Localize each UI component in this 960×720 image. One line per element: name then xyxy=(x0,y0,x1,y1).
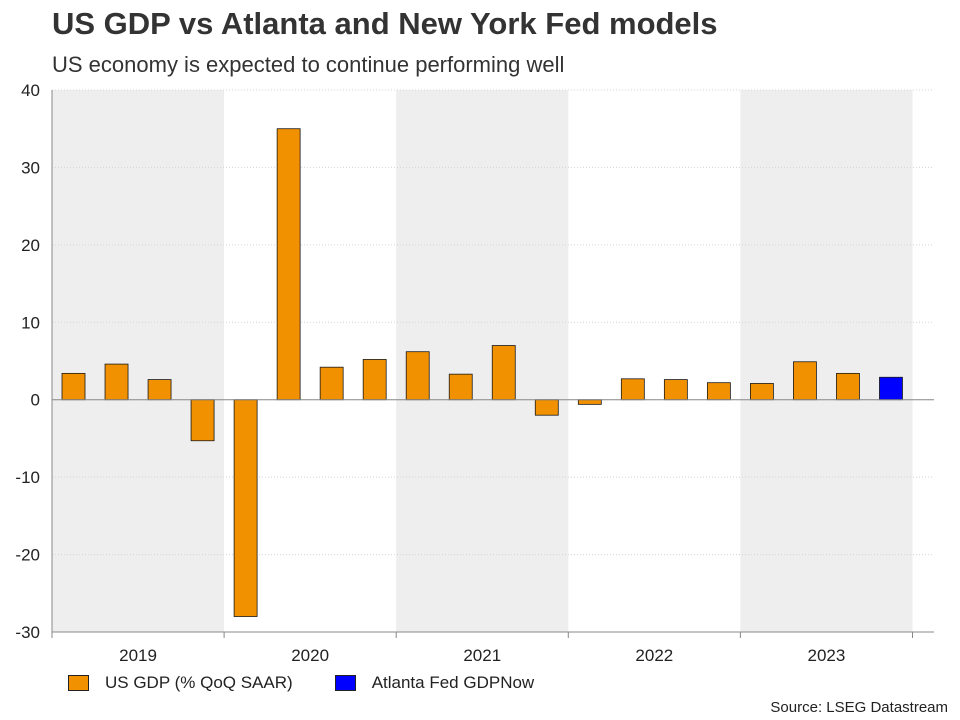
legend-label-gdp: US GDP (% QoQ SAAR) xyxy=(105,673,293,692)
y-tick-label: -20 xyxy=(15,546,40,565)
y-tick-label: 0 xyxy=(31,391,40,410)
y-tick-label: -10 xyxy=(15,468,40,487)
bar-gdp xyxy=(793,361,817,401)
bar-gdp xyxy=(190,399,215,442)
source-note: Source: LSEG Datastream xyxy=(770,699,948,716)
bar-gdp xyxy=(319,366,344,401)
legend: US GDP (% QoQ SAAR) Atlanta Fed GDPNow xyxy=(68,673,576,693)
x-tick-label: 2022 xyxy=(635,646,673,665)
bar-gdp xyxy=(147,379,172,401)
bar-gdp xyxy=(534,399,559,416)
chart-subtitle: US economy is expected to continue perfo… xyxy=(52,52,565,77)
bar-gdp xyxy=(491,345,516,401)
y-tick-label: 20 xyxy=(21,236,40,255)
legend-label-gdpnow: Atlanta Fed GDPNow xyxy=(371,673,535,692)
bar-gdp xyxy=(448,373,473,401)
bar-gdp xyxy=(620,378,645,401)
x-tick-label: 2019 xyxy=(119,646,157,665)
bar-gdp xyxy=(104,363,129,401)
x-tick-label: 2023 xyxy=(808,646,846,665)
bar-gdp xyxy=(836,372,860,401)
legend-swatch-gdp xyxy=(68,675,89,691)
legend-swatch-gdpnow xyxy=(334,675,356,691)
x-tick-label: 2020 xyxy=(291,646,329,665)
bar-gdp xyxy=(276,128,301,401)
y-tick-label: -30 xyxy=(15,623,40,642)
bar-gdp xyxy=(663,379,688,401)
bar-gdp xyxy=(233,399,258,617)
legend-item-gdp: US GDP (% QoQ SAAR) xyxy=(68,673,293,693)
x-tick-label: 2021 xyxy=(463,646,501,665)
bar-gdp xyxy=(706,382,731,401)
year-band-2019 xyxy=(52,90,225,632)
legend-item-gdpnow: Atlanta Fed GDPNow xyxy=(334,673,535,693)
bar-gdp xyxy=(577,399,602,405)
bar-gdp xyxy=(750,383,774,401)
bar-gdp xyxy=(362,359,387,401)
y-tick-label: 10 xyxy=(21,313,40,332)
bar-gdp xyxy=(405,351,430,401)
chart-title: US GDP vs Atlanta and New York Fed model… xyxy=(52,6,718,41)
y-tick-label: 40 xyxy=(21,81,40,100)
bar-gdp xyxy=(61,372,86,401)
y-tick-label: 30 xyxy=(21,158,40,177)
year-band-2023 xyxy=(740,90,913,632)
bar-gdpnow xyxy=(879,376,903,401)
